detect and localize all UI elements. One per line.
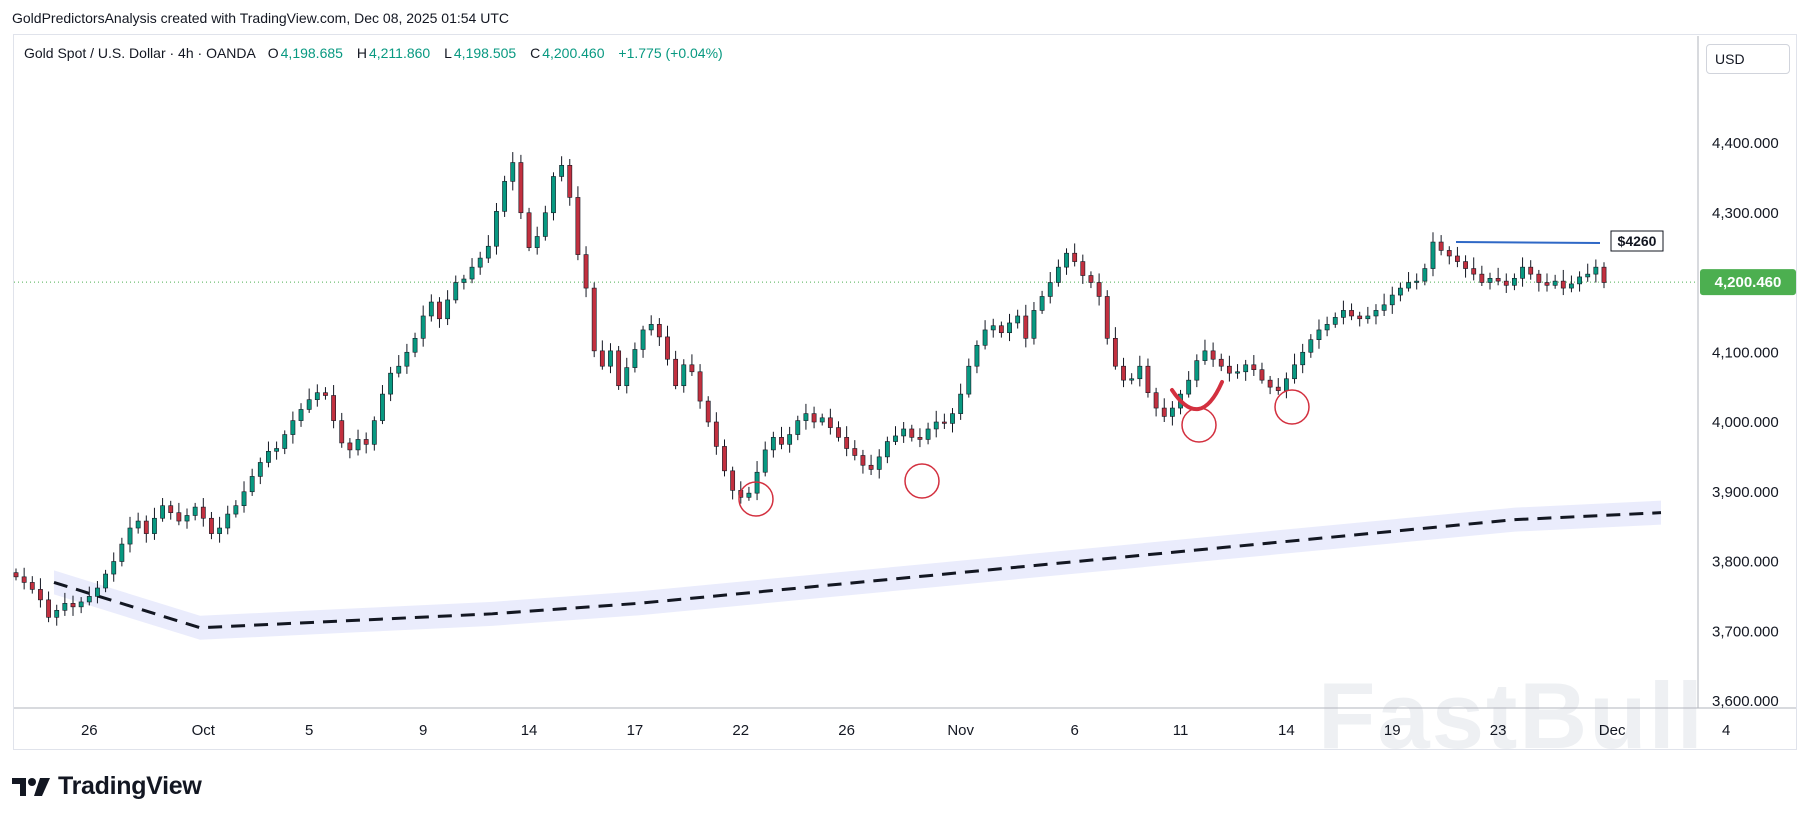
legend-close: 4,200.460 (542, 45, 605, 61)
tradingview-logo-icon (12, 777, 50, 796)
legend-close-label: C (530, 45, 541, 61)
chart-attribution: GoldPredictorsAnalysis created with Trad… (12, 10, 509, 26)
tradingview-wordmark: TradingView (58, 772, 202, 800)
legend-symbol[interactable]: Gold Spot / U.S. Dollar · 4h · OANDA (24, 45, 256, 61)
legend-low: 4,198.505 (453, 45, 517, 61)
legend-low-label: L (444, 45, 452, 61)
chart-frame (13, 34, 1797, 750)
legend-change: +1.775 (+0.04%) (618, 45, 723, 61)
currency-button[interactable]: USD (1706, 44, 1790, 74)
legend-high: 4,211.860 (368, 45, 431, 61)
legend-open-label: O (267, 45, 279, 61)
legend-high-label: H (356, 45, 367, 61)
legend-open: 4,198.685 (280, 45, 343, 61)
tradingview-logo: TradingView (12, 772, 202, 801)
ohlc-legend: Gold Spot / U.S. Dollar · 4h · OANDA O 4,… (24, 45, 733, 61)
